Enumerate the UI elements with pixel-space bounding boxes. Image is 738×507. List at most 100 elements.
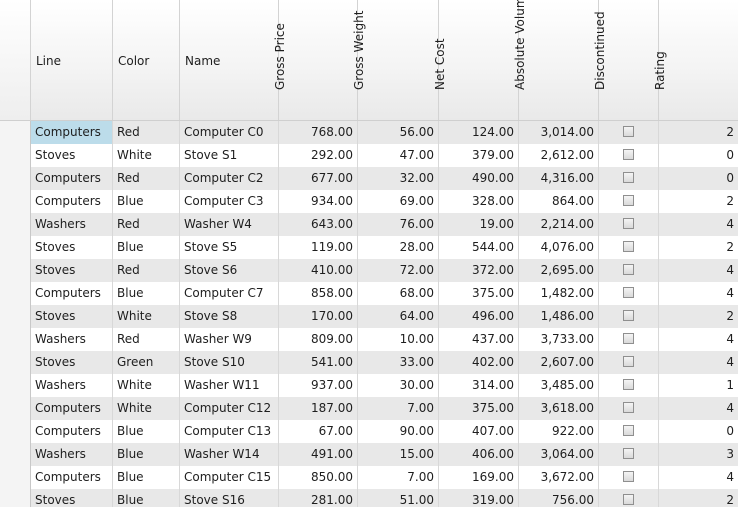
- cell-net-cost[interactable]: 314.00: [439, 374, 519, 397]
- cell-rating[interactable]: 1: [726, 378, 734, 392]
- table-row[interactable]: Computers Blue Computer C3 934.00 69.00 328.0…: [0, 190, 738, 213]
- cell-gross-weight[interactable]: 7.00: [358, 466, 439, 489]
- row-header[interactable]: [0, 305, 31, 328]
- cell-absolute-volume[interactable]: 3,733.00: [519, 328, 599, 351]
- cell-net-cost[interactable]: 372.00: [439, 259, 519, 282]
- row-header[interactable]: [0, 466, 31, 489]
- cell-rating[interactable]: 0: [726, 171, 734, 185]
- cell-net-cost[interactable]: 437.00: [439, 328, 519, 351]
- cell-absolute-volume[interactable]: 3,064.00: [519, 443, 599, 466]
- cell-discontinued[interactable]: [599, 374, 659, 397]
- cell-rating[interactable]: 4: [726, 263, 734, 277]
- table-row[interactable]: Stoves White Stove S8 170.00 64.00 496.00 1,48…: [0, 305, 738, 328]
- cell-line[interactable]: Washers: [31, 443, 113, 466]
- discontinued-checkbox[interactable]: [622, 494, 634, 505]
- cell-name[interactable]: Stove S5: [180, 236, 279, 259]
- table-row[interactable]: Washers Red Washer W9 809.00 10.00 437.00 3,73…: [0, 328, 738, 351]
- column-header-net-cost[interactable]: Net Cost: [433, 0, 519, 120]
- cell-rating[interactable]: 2: [726, 194, 734, 208]
- cell-net-cost[interactable]: 407.00: [439, 420, 519, 443]
- cell-absolute-volume[interactable]: 3,014.00: [519, 121, 599, 144]
- cell-line[interactable]: Stoves: [31, 236, 113, 259]
- discontinued-checkbox[interactable]: [622, 172, 634, 183]
- cell-rating[interactable]: 4: [726, 332, 734, 346]
- discontinued-checkbox[interactable]: [622, 149, 634, 160]
- column-header-gross-price[interactable]: Gross Price: [273, 0, 358, 120]
- cell-gross-price[interactable]: 67.00: [279, 420, 358, 443]
- cell-gross-price[interactable]: 410.00: [279, 259, 358, 282]
- discontinued-checkbox[interactable]: [622, 448, 634, 459]
- cell-discontinued[interactable]: [599, 466, 659, 489]
- cell-rating[interactable]: 4: [726, 470, 734, 484]
- cell-absolute-volume[interactable]: 4,316.00: [519, 167, 599, 190]
- cell-color[interactable]: Blue: [113, 466, 180, 489]
- cell-name[interactable]: Computer C12: [180, 397, 279, 420]
- cell-gross-weight[interactable]: 68.00: [358, 282, 439, 305]
- cell-discontinued[interactable]: [599, 328, 659, 351]
- cell-line[interactable]: Computers: [31, 420, 113, 443]
- cell-absolute-volume[interactable]: 756.00: [519, 489, 599, 507]
- cell-gross-price[interactable]: 850.00: [279, 466, 358, 489]
- cell-gross-price[interactable]: 292.00: [279, 144, 358, 167]
- cell-discontinued[interactable]: [599, 305, 659, 328]
- cell-color[interactable]: Blue: [113, 489, 180, 507]
- discontinued-checkbox[interactable]: [622, 310, 634, 321]
- cell-rating[interactable]: 2: [726, 493, 734, 507]
- cell-net-cost[interactable]: 544.00: [439, 236, 519, 259]
- cell-gross-price[interactable]: 934.00: [279, 190, 358, 213]
- column-header-color[interactable]: Color: [113, 0, 180, 120]
- cell-gross-price[interactable]: 768.00: [279, 121, 358, 144]
- row-header[interactable]: [0, 351, 31, 374]
- table-row[interactable]: Computers Blue Computer C13 67.00 90.00 407.0…: [0, 420, 738, 443]
- cell-gross-price[interactable]: 858.00: [279, 282, 358, 305]
- cell-name[interactable]: Washer W11: [180, 374, 279, 397]
- row-header[interactable]: [0, 121, 31, 144]
- cell-line[interactable]: Washers: [31, 328, 113, 351]
- cell-color[interactable]: White: [113, 305, 180, 328]
- cell-name[interactable]: Computer C13: [180, 420, 279, 443]
- table-row[interactable]: Stoves Red Stove S6 410.00 72.00 372.00 2,695.…: [0, 259, 738, 282]
- cell-gross-weight[interactable]: 76.00: [358, 213, 439, 236]
- cell-net-cost[interactable]: 124.00: [439, 121, 519, 144]
- cell-net-cost[interactable]: 328.00: [439, 190, 519, 213]
- cell-net-cost[interactable]: 402.00: [439, 351, 519, 374]
- cell-net-cost[interactable]: 19.00: [439, 213, 519, 236]
- cell-discontinued[interactable]: [599, 420, 659, 443]
- cell-discontinued[interactable]: [599, 236, 659, 259]
- row-header[interactable]: [0, 489, 31, 507]
- cell-absolute-volume[interactable]: 2,607.00: [519, 351, 599, 374]
- cell-gross-price[interactable]: 170.00: [279, 305, 358, 328]
- cell-gross-price[interactable]: 541.00: [279, 351, 358, 374]
- discontinued-checkbox[interactable]: [622, 333, 634, 344]
- cell-name[interactable]: Computer C3: [180, 190, 279, 213]
- cell-discontinued[interactable]: [599, 351, 659, 374]
- cell-name[interactable]: Stove S6: [180, 259, 279, 282]
- cell-discontinued[interactable]: [599, 397, 659, 420]
- column-header-discontinued[interactable]: Discontinued: [593, 0, 659, 120]
- cell-line[interactable]: Computers: [31, 167, 113, 190]
- discontinued-checkbox[interactable]: [622, 356, 634, 367]
- column-header-rating[interactable]: Rating: [653, 0, 738, 120]
- discontinued-checkbox[interactable]: [622, 264, 634, 275]
- discontinued-checkbox[interactable]: [622, 379, 634, 390]
- cell-net-cost[interactable]: 490.00: [439, 167, 519, 190]
- discontinued-checkbox[interactable]: [622, 287, 634, 298]
- cell-name[interactable]: Washer W14: [180, 443, 279, 466]
- cell-name[interactable]: Computer C7: [180, 282, 279, 305]
- row-header[interactable]: [0, 190, 31, 213]
- cell-name[interactable]: Stove S8: [180, 305, 279, 328]
- cell-line[interactable]: Washers: [31, 374, 113, 397]
- cell-gross-price[interactable]: 643.00: [279, 213, 358, 236]
- discontinued-checkbox[interactable]: [622, 218, 634, 229]
- cell-absolute-volume[interactable]: 3,672.00: [519, 466, 599, 489]
- cell-gross-weight[interactable]: 32.00: [358, 167, 439, 190]
- cell-absolute-volume[interactable]: 1,486.00: [519, 305, 599, 328]
- row-header-corner[interactable]: [0, 0, 31, 120]
- cell-absolute-volume[interactable]: 4,076.00: [519, 236, 599, 259]
- discontinued-checkbox[interactable]: [622, 126, 634, 137]
- cell-color[interactable]: White: [113, 397, 180, 420]
- cell-absolute-volume[interactable]: 3,618.00: [519, 397, 599, 420]
- cell-rating[interactable]: 2: [726, 240, 734, 254]
- cell-gross-weight[interactable]: 90.00: [358, 420, 439, 443]
- cell-color[interactable]: Blue: [113, 282, 180, 305]
